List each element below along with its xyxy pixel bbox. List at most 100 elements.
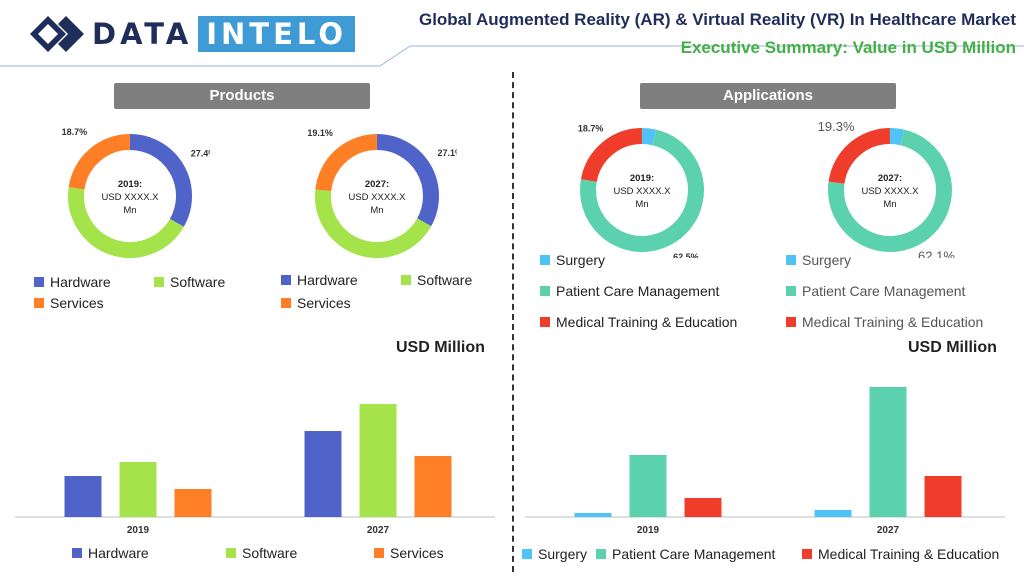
services-swatch: [34, 298, 44, 308]
legend-item-software: Software: [401, 272, 472, 288]
donut-data-label: 18.7%: [578, 124, 604, 134]
products-unit-label: USD Million: [396, 339, 485, 356]
bar-hardware-2019: [64, 476, 102, 517]
donut-center-label: 2027:: [878, 173, 902, 184]
patient-care-swatch: [786, 286, 796, 296]
legend-label: Services: [390, 545, 444, 561]
bar-services-2027: [414, 456, 452, 517]
donut-center-label: Mn: [370, 205, 383, 216]
donut-center-label: 2027:: [365, 179, 389, 190]
legend-item-patient-care: Patient Care Management: [786, 283, 965, 299]
software-swatch: [154, 277, 164, 287]
legend-label: Medical Training & Education: [802, 314, 984, 330]
donut-slice-services: [68, 134, 131, 190]
donut-center-label: Mn: [883, 199, 896, 210]
surgery-swatch: [786, 255, 796, 265]
patient-care-swatch: [540, 286, 550, 296]
donut-center-label: 2019:: [118, 179, 142, 190]
donut-products-2027: 27.1%35.7%19.1%2027:USD XXXX.XMn: [307, 128, 457, 258]
applications-unit-label: USD Million: [908, 339, 997, 356]
donut-data-label: 62.5%: [673, 252, 699, 258]
donut-data-label: 62.1%: [918, 249, 955, 258]
bar-patient-care-management-2027: [869, 387, 907, 517]
donut-slice-software: [315, 189, 432, 258]
services-swatch: [281, 298, 291, 308]
legend-item-medical-training: Medical Training & Education: [802, 546, 999, 562]
legend-label: Medical Training & Education: [556, 314, 738, 330]
bar-hardware-2027: [304, 431, 342, 517]
legend-label: Software: [242, 545, 298, 561]
bar-medical-training-education-2019: [684, 498, 722, 517]
legend-item-surgery: Surgery: [540, 252, 605, 268]
hardware-swatch: [281, 275, 291, 285]
donut-data-label: 27.4%: [191, 148, 210, 158]
bar-surgery-2019: [574, 513, 612, 517]
logo-text-data: DATA: [92, 17, 193, 51]
services-swatch: [374, 548, 384, 558]
donut-slice-software: [68, 187, 184, 258]
legend-label: Medical Training & Education: [818, 546, 1000, 562]
legend-item-surgery: Surgery: [786, 252, 851, 268]
legend-item-medical-training: Medical Training & Education: [786, 314, 983, 330]
donut-data-label: 27.1%: [438, 148, 457, 158]
legend-item-services: Services: [281, 295, 351, 311]
surgery-swatch: [540, 255, 550, 265]
donut-center-label: USD XXXX.X: [101, 192, 159, 203]
patient-care-swatch: [596, 549, 606, 559]
x-tick-label: 2019: [637, 525, 660, 536]
donut-slice-surgery: [641, 128, 657, 146]
legend-label: Services: [297, 295, 351, 311]
legend-label: Surgery: [538, 546, 588, 562]
legend-item-hardware: Hardware: [281, 272, 358, 288]
legend-item-hardware: Hardware: [34, 274, 111, 290]
donut-data-label: 18.7%: [62, 128, 88, 137]
products-header: Products: [114, 83, 370, 109]
section-divider: [512, 72, 514, 572]
legend-label: Software: [417, 272, 473, 288]
bar-medical-training-education-2027: [924, 476, 962, 517]
donut-center-label: USD XXXX.X: [613, 186, 671, 197]
hardware-swatch: [72, 548, 82, 558]
medical-training-swatch: [540, 317, 550, 327]
applications-bar-chart: 2019 2027: [525, 387, 1005, 536]
donut-data-label: 19.1%: [307, 128, 333, 138]
legend-label: Patient Care Management: [802, 283, 966, 299]
medical-training-swatch: [786, 317, 796, 327]
logo-text-intelo: INTELO: [198, 16, 356, 52]
bar-patient-care-management-2019: [629, 455, 667, 517]
donut-slice-hardware: [129, 134, 192, 227]
bar-surgery-2027: [814, 510, 852, 517]
legend-label: Hardware: [50, 274, 111, 290]
donut-slice-patient-care-management: [828, 129, 952, 252]
page-title: Global Augmented Reality (AR) & Virtual …: [418, 10, 1016, 29]
hardware-swatch: [34, 277, 44, 287]
legend-item-patient-care: Patient Care Management: [596, 546, 775, 562]
donut-applications-2027: 3.1%62.1%19.3%2027:USD XXXX.XMn: [818, 119, 956, 258]
legend-label: Hardware: [88, 545, 149, 561]
applications-header: Applications: [640, 83, 896, 109]
legend-item-medical-training: Medical Training & Education: [540, 314, 737, 330]
donut-center-label: Mn: [123, 205, 136, 216]
legend-item-services: Services: [374, 545, 444, 561]
bar-software-2027: [359, 404, 397, 517]
surgery-swatch: [522, 549, 532, 559]
donut-center-label: USD XXXX.X: [861, 186, 919, 197]
legend-label: Services: [50, 295, 104, 311]
legend-label: Patient Care Management: [612, 546, 776, 562]
donut-applications-2019: 3.1%62.5%18.7%2019:USD XXXX.XMn: [578, 124, 704, 258]
donut-center-label: 2019:: [630, 173, 654, 184]
header-decoration: [0, 45, 1024, 67]
products-bar-chart: 2019 2027: [15, 404, 495, 536]
legend-label: Patient Care Management: [556, 283, 720, 299]
bar-software-2019: [119, 462, 157, 517]
x-tick-label: 2027: [367, 525, 390, 536]
x-tick-label: 2019: [127, 525, 150, 536]
legend-item-software: Software: [154, 274, 225, 290]
donut-slice-patient-care-management: [580, 129, 704, 252]
legend-label: Hardware: [297, 272, 358, 288]
donut-slice-medical-training-education: [580, 128, 643, 183]
legend-label: Software: [170, 274, 226, 290]
logo-diamond-icon: [30, 16, 84, 52]
donut-products-2019: 27.4%36.2%18.7%2019:USD XXXX.XMn: [62, 128, 210, 258]
donut-center-label: USD XXXX.X: [348, 192, 406, 203]
